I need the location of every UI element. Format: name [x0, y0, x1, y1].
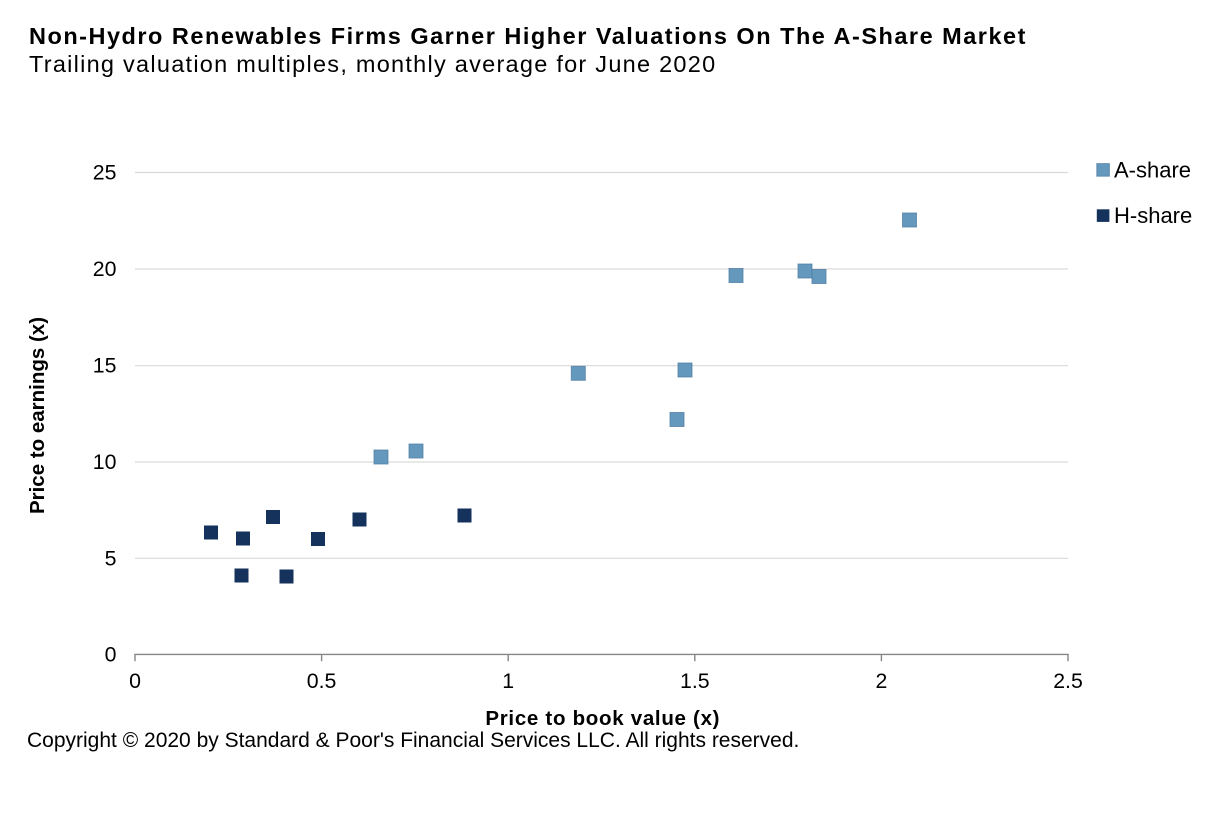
svg-text:Trailing valuation multiples,: Trailing valuation multiples, monthly av…: [29, 51, 716, 77]
svg-text:A-share: A-share: [1114, 158, 1191, 183]
svg-text:1: 1: [502, 669, 514, 693]
svg-text:0.5: 0.5: [307, 669, 337, 693]
svg-text:25: 25: [93, 161, 117, 185]
svg-text:1.5: 1.5: [680, 669, 710, 693]
svg-text:Price to earnings (x): Price to earnings (x): [26, 317, 49, 514]
svg-text:Price to book value (x): Price to book value (x): [485, 707, 720, 730]
svg-text:2.5: 2.5: [1053, 669, 1083, 693]
svg-text:2: 2: [875, 669, 887, 693]
svg-text:Non-Hydro Renewables Firms Gar: Non-Hydro Renewables Firms Garner Higher…: [29, 23, 1027, 49]
svg-text:H-share: H-share: [1114, 203, 1192, 228]
svg-text:5: 5: [105, 546, 117, 570]
svg-text:10: 10: [93, 450, 117, 474]
svg-text:15: 15: [93, 354, 117, 378]
svg-text:0: 0: [129, 669, 141, 693]
svg-text:20: 20: [93, 257, 117, 281]
svg-text:0: 0: [105, 643, 117, 667]
svg-text:Copyright © 2020 by Standard &: Copyright © 2020 by Standard & Poor's Fi…: [27, 729, 799, 752]
